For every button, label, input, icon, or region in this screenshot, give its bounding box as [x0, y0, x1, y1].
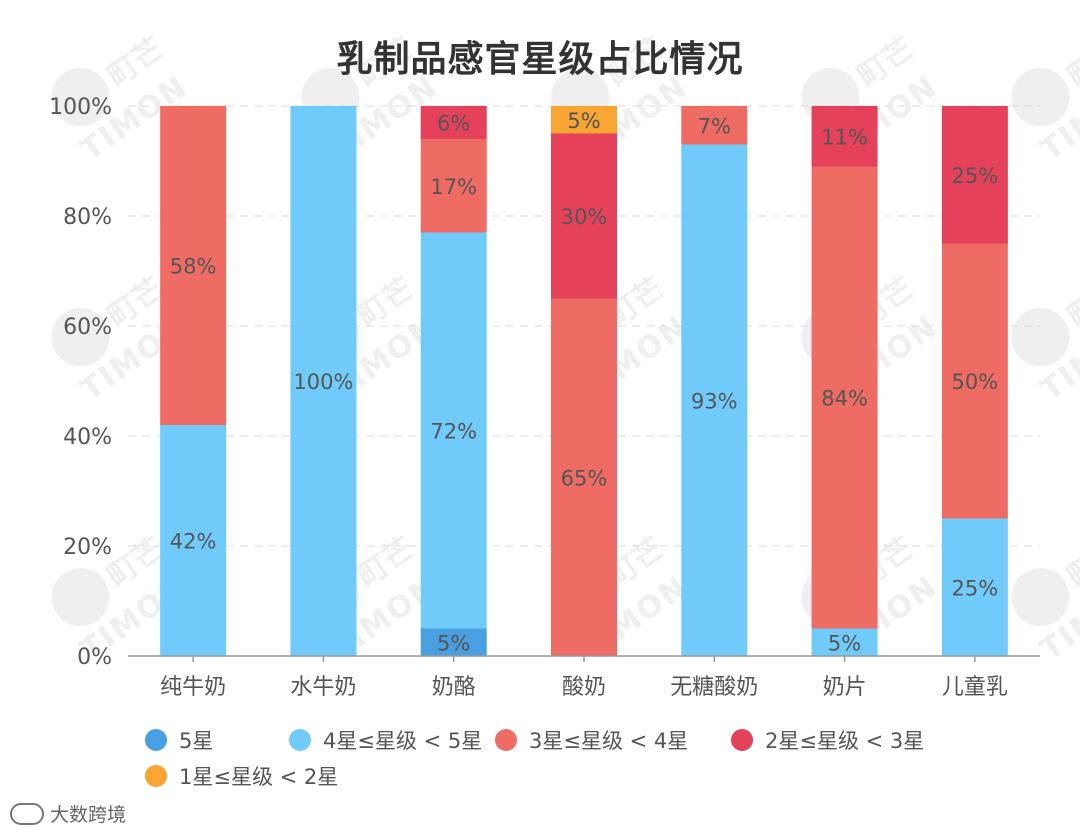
- chart-title: 乳制品感官星级占比情况: [336, 39, 744, 80]
- data-label: 17%: [430, 175, 477, 199]
- x-tick-label: 奶片: [823, 675, 867, 700]
- legend-item: 2星≤星级 < 3星: [731, 725, 924, 755]
- bar-segment: [941, 106, 1008, 244]
- legend-swatch: [731, 729, 753, 751]
- bar-segment: [551, 298, 617, 656]
- legend-swatch: [289, 729, 311, 751]
- bar-segment: [420, 628, 487, 656]
- legend-swatch: [145, 729, 167, 751]
- y-tick-label: 100%: [49, 95, 112, 120]
- data-label: 5%: [828, 631, 861, 655]
- x-tick-label: 奶酪: [432, 675, 476, 700]
- bar-segment: [420, 106, 487, 139]
- legend-label: 3星≤星级 < 4星: [529, 729, 689, 753]
- source-watermark: 大数跨境: [10, 800, 126, 827]
- source-text: 大数跨境: [50, 804, 127, 826]
- y-tick-label: 20%: [63, 535, 112, 560]
- data-label: 93%: [691, 389, 738, 413]
- data-label: 100%: [293, 370, 353, 394]
- data-label: 25%: [952, 576, 999, 600]
- bar-segment: [551, 133, 617, 299]
- weibo-logo-icon: [10, 802, 44, 825]
- y-tick-label: 40%: [63, 425, 112, 450]
- bar-segment: [551, 106, 617, 134]
- legend-label: 4星≤星级 < 5星: [323, 729, 483, 753]
- data-label: 7%: [698, 114, 731, 138]
- legend-swatch: [145, 765, 167, 787]
- bar-segment: [420, 232, 487, 629]
- data-label: 30%: [561, 205, 608, 229]
- bar-segment: [420, 139, 487, 233]
- bar-segment: [811, 106, 878, 167]
- legend-swatch: [495, 729, 517, 751]
- bar-segment: [160, 106, 227, 425]
- legend-label: 2星≤星级 < 3星: [765, 729, 925, 753]
- data-label: 6%: [437, 112, 470, 136]
- bar-segment: [681, 106, 748, 145]
- y-tick-label: 60%: [63, 315, 112, 340]
- data-label: 42%: [170, 530, 217, 554]
- bar-segment: [941, 243, 1008, 519]
- legend-item: 5星: [145, 725, 213, 755]
- bar-segment: [160, 425, 227, 656]
- legend-label: 1星≤星级 < 2星: [179, 765, 339, 789]
- legend-item: 3星≤星级 < 4星: [495, 725, 688, 755]
- bar-segment: [811, 166, 878, 629]
- data-label: 11%: [821, 125, 868, 149]
- bar-segment: [681, 144, 748, 656]
- data-label: 25%: [952, 164, 999, 188]
- bar-segment: [290, 106, 357, 656]
- y-tick-label: 80%: [63, 205, 112, 230]
- data-label: 65%: [561, 466, 608, 490]
- data-label: 84%: [821, 387, 868, 411]
- data-label: 5%: [567, 109, 600, 133]
- legend-label: 5星: [179, 729, 214, 753]
- bar-segment: [811, 628, 878, 656]
- y-tick-label: 0%: [77, 645, 112, 670]
- legend-item: 4星≤星级 < 5星: [289, 725, 482, 755]
- x-tick-label: 水牛奶: [290, 675, 356, 700]
- data-label: 72%: [430, 420, 477, 444]
- x-tick-label: 纯牛奶: [160, 675, 226, 700]
- data-label: 58%: [170, 255, 217, 279]
- legend-item: 1星≤星级 < 2星: [145, 761, 338, 791]
- bar-segment: [941, 518, 1008, 656]
- x-tick-label: 无糖酸奶: [670, 675, 758, 700]
- x-tick-label: 酸奶: [562, 675, 606, 700]
- x-tick-label: 儿童乳: [942, 675, 1008, 700]
- data-label: 5%: [437, 631, 470, 655]
- data-label: 50%: [952, 370, 999, 394]
